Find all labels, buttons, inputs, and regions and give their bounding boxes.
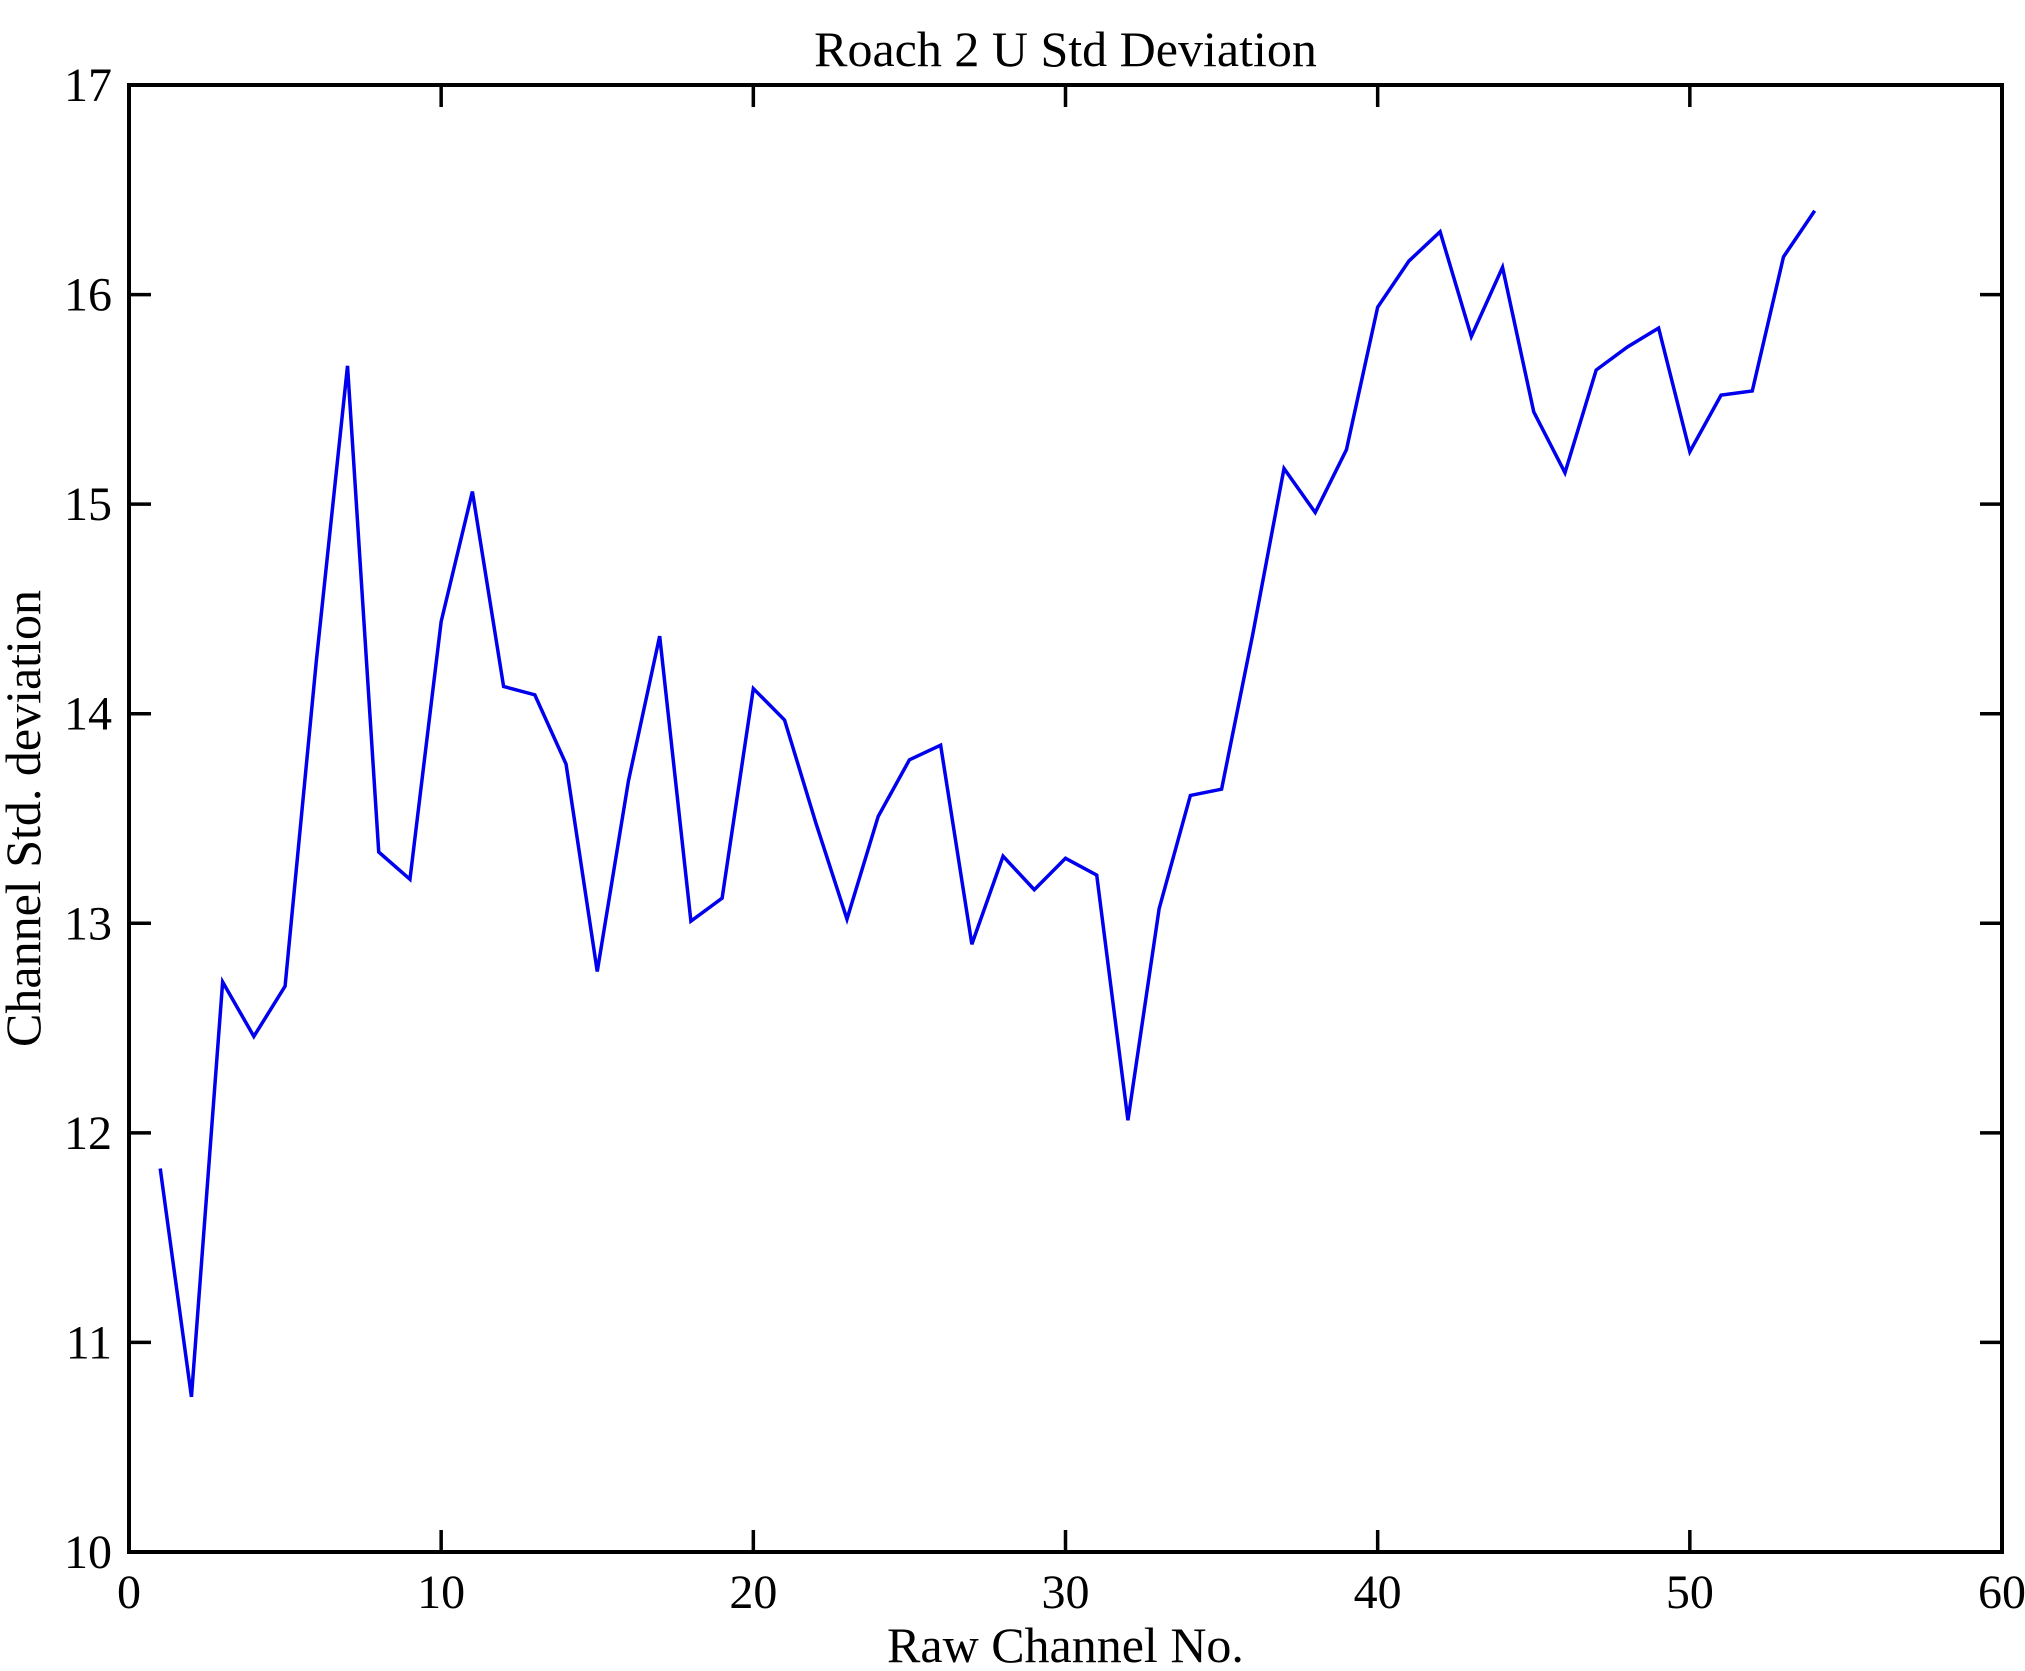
x-tick-label: 30 [1042, 1566, 1090, 1619]
y-tick-label: 13 [64, 897, 112, 950]
y-tick-label: 16 [64, 269, 112, 322]
x-axis-tick-labels: 0 10 20 30 40 50 60 [117, 1566, 2025, 1619]
y-tick-label: 14 [64, 688, 112, 741]
x-axis-label: Raw Channel No. [887, 1617, 1244, 1671]
y-axis-label: Channel Std. deviation [0, 590, 51, 1047]
plot-area-border [127, 83, 2004, 1554]
x-tick-label: 50 [1666, 1566, 1714, 1619]
x-tick-label: 20 [729, 1566, 777, 1619]
x-tick-label: 0 [117, 1566, 141, 1619]
y-tick-label: 11 [66, 1316, 112, 1369]
data-line-channel-std [158, 209, 1817, 1398]
y-tick-label: 12 [64, 1107, 112, 1160]
y-tick-label: 17 [64, 59, 112, 112]
x-tick-label: 40 [1354, 1566, 1402, 1619]
x-tick-label: 60 [1978, 1566, 2025, 1619]
y-axis-tick-labels: 10 11 12 13 14 15 16 17 [64, 59, 112, 1579]
chart-title: Roach 2 U Std Deviation [814, 21, 1317, 77]
y-tick-label: 15 [64, 478, 112, 531]
x-tick-label: 10 [417, 1566, 465, 1619]
tick-marks [127, 83, 2004, 1554]
y-tick-label: 10 [64, 1526, 112, 1579]
